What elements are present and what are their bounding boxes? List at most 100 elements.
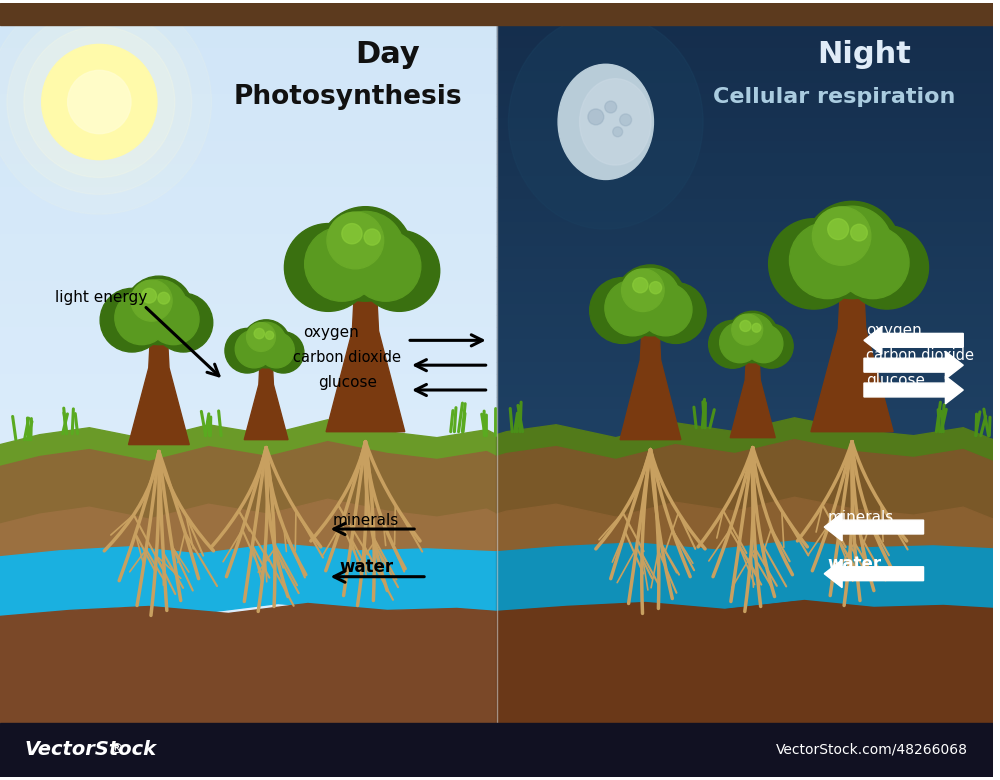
Circle shape xyxy=(851,225,867,241)
Bar xyxy=(0,548,497,560)
Bar xyxy=(497,455,993,466)
Polygon shape xyxy=(0,544,497,616)
Circle shape xyxy=(605,101,617,113)
Bar xyxy=(497,676,993,688)
Bar xyxy=(0,397,497,409)
Bar xyxy=(497,94,993,106)
Bar xyxy=(0,303,497,315)
Bar xyxy=(497,83,993,94)
Bar xyxy=(0,2,993,24)
Text: VectorStock: VectorStock xyxy=(25,740,157,760)
Bar xyxy=(0,641,497,653)
Circle shape xyxy=(242,320,290,368)
Text: Night: Night xyxy=(817,40,911,69)
Polygon shape xyxy=(244,361,288,440)
Bar xyxy=(0,83,497,94)
Polygon shape xyxy=(497,418,993,462)
Bar xyxy=(0,164,497,176)
Polygon shape xyxy=(824,560,924,587)
Bar xyxy=(497,327,993,339)
Bar xyxy=(497,374,993,385)
Circle shape xyxy=(828,218,849,239)
Bar xyxy=(0,502,497,513)
Bar xyxy=(497,106,993,118)
Polygon shape xyxy=(620,326,681,440)
Circle shape xyxy=(235,330,273,368)
Bar xyxy=(0,141,497,153)
Circle shape xyxy=(622,269,664,311)
Bar xyxy=(0,339,497,350)
Bar xyxy=(497,420,993,432)
Bar xyxy=(0,594,497,606)
Bar xyxy=(0,269,497,281)
Bar xyxy=(0,409,497,420)
Bar xyxy=(497,24,993,36)
Bar xyxy=(497,350,993,362)
Circle shape xyxy=(0,0,212,215)
Bar xyxy=(497,466,993,478)
Bar xyxy=(0,211,497,222)
Circle shape xyxy=(621,268,680,328)
Bar xyxy=(0,176,497,187)
Bar xyxy=(497,641,993,653)
Circle shape xyxy=(247,323,275,352)
Bar xyxy=(0,455,497,466)
Circle shape xyxy=(327,212,384,269)
Circle shape xyxy=(749,324,793,368)
Circle shape xyxy=(131,280,172,321)
Circle shape xyxy=(305,227,379,301)
Polygon shape xyxy=(824,513,924,541)
Circle shape xyxy=(740,321,751,332)
Text: ®: ® xyxy=(109,743,123,757)
Bar xyxy=(497,711,993,723)
Bar xyxy=(0,525,497,537)
Bar xyxy=(497,560,993,572)
Polygon shape xyxy=(730,356,775,438)
Bar xyxy=(497,362,993,374)
Text: VectorStock.com/48266068: VectorStock.com/48266068 xyxy=(776,743,968,757)
Bar xyxy=(0,385,497,397)
Bar xyxy=(497,629,993,641)
Bar xyxy=(497,199,993,211)
Circle shape xyxy=(42,44,157,160)
Bar xyxy=(497,339,993,350)
Bar xyxy=(0,292,497,303)
Text: carbon dioxide: carbon dioxide xyxy=(866,348,974,363)
Bar xyxy=(0,572,497,583)
Bar xyxy=(0,36,497,48)
Bar xyxy=(0,478,497,490)
Text: light energy: light energy xyxy=(55,290,147,305)
Bar xyxy=(497,71,993,83)
Bar xyxy=(497,700,993,711)
Circle shape xyxy=(789,222,866,299)
Polygon shape xyxy=(497,541,993,612)
Circle shape xyxy=(263,332,304,373)
Bar xyxy=(0,118,497,129)
Bar xyxy=(0,665,497,676)
Polygon shape xyxy=(811,285,893,431)
Circle shape xyxy=(613,127,623,136)
Bar xyxy=(497,432,993,443)
Circle shape xyxy=(709,321,756,368)
Text: oxygen: oxygen xyxy=(303,325,359,340)
Bar xyxy=(0,246,497,257)
Text: minerals: minerals xyxy=(333,512,399,527)
Bar xyxy=(0,443,497,455)
Text: minerals: minerals xyxy=(827,509,893,525)
Bar xyxy=(497,292,993,303)
Polygon shape xyxy=(0,604,497,723)
Bar xyxy=(497,222,993,234)
Circle shape xyxy=(148,294,199,345)
Bar xyxy=(497,688,993,700)
Bar xyxy=(0,327,497,339)
Polygon shape xyxy=(0,441,497,524)
Circle shape xyxy=(845,225,929,309)
Circle shape xyxy=(645,282,706,343)
Circle shape xyxy=(225,328,270,373)
Bar xyxy=(0,374,497,385)
Circle shape xyxy=(125,276,193,345)
Bar xyxy=(497,537,993,548)
Ellipse shape xyxy=(558,64,653,179)
Bar xyxy=(0,106,497,118)
Bar xyxy=(0,257,497,269)
